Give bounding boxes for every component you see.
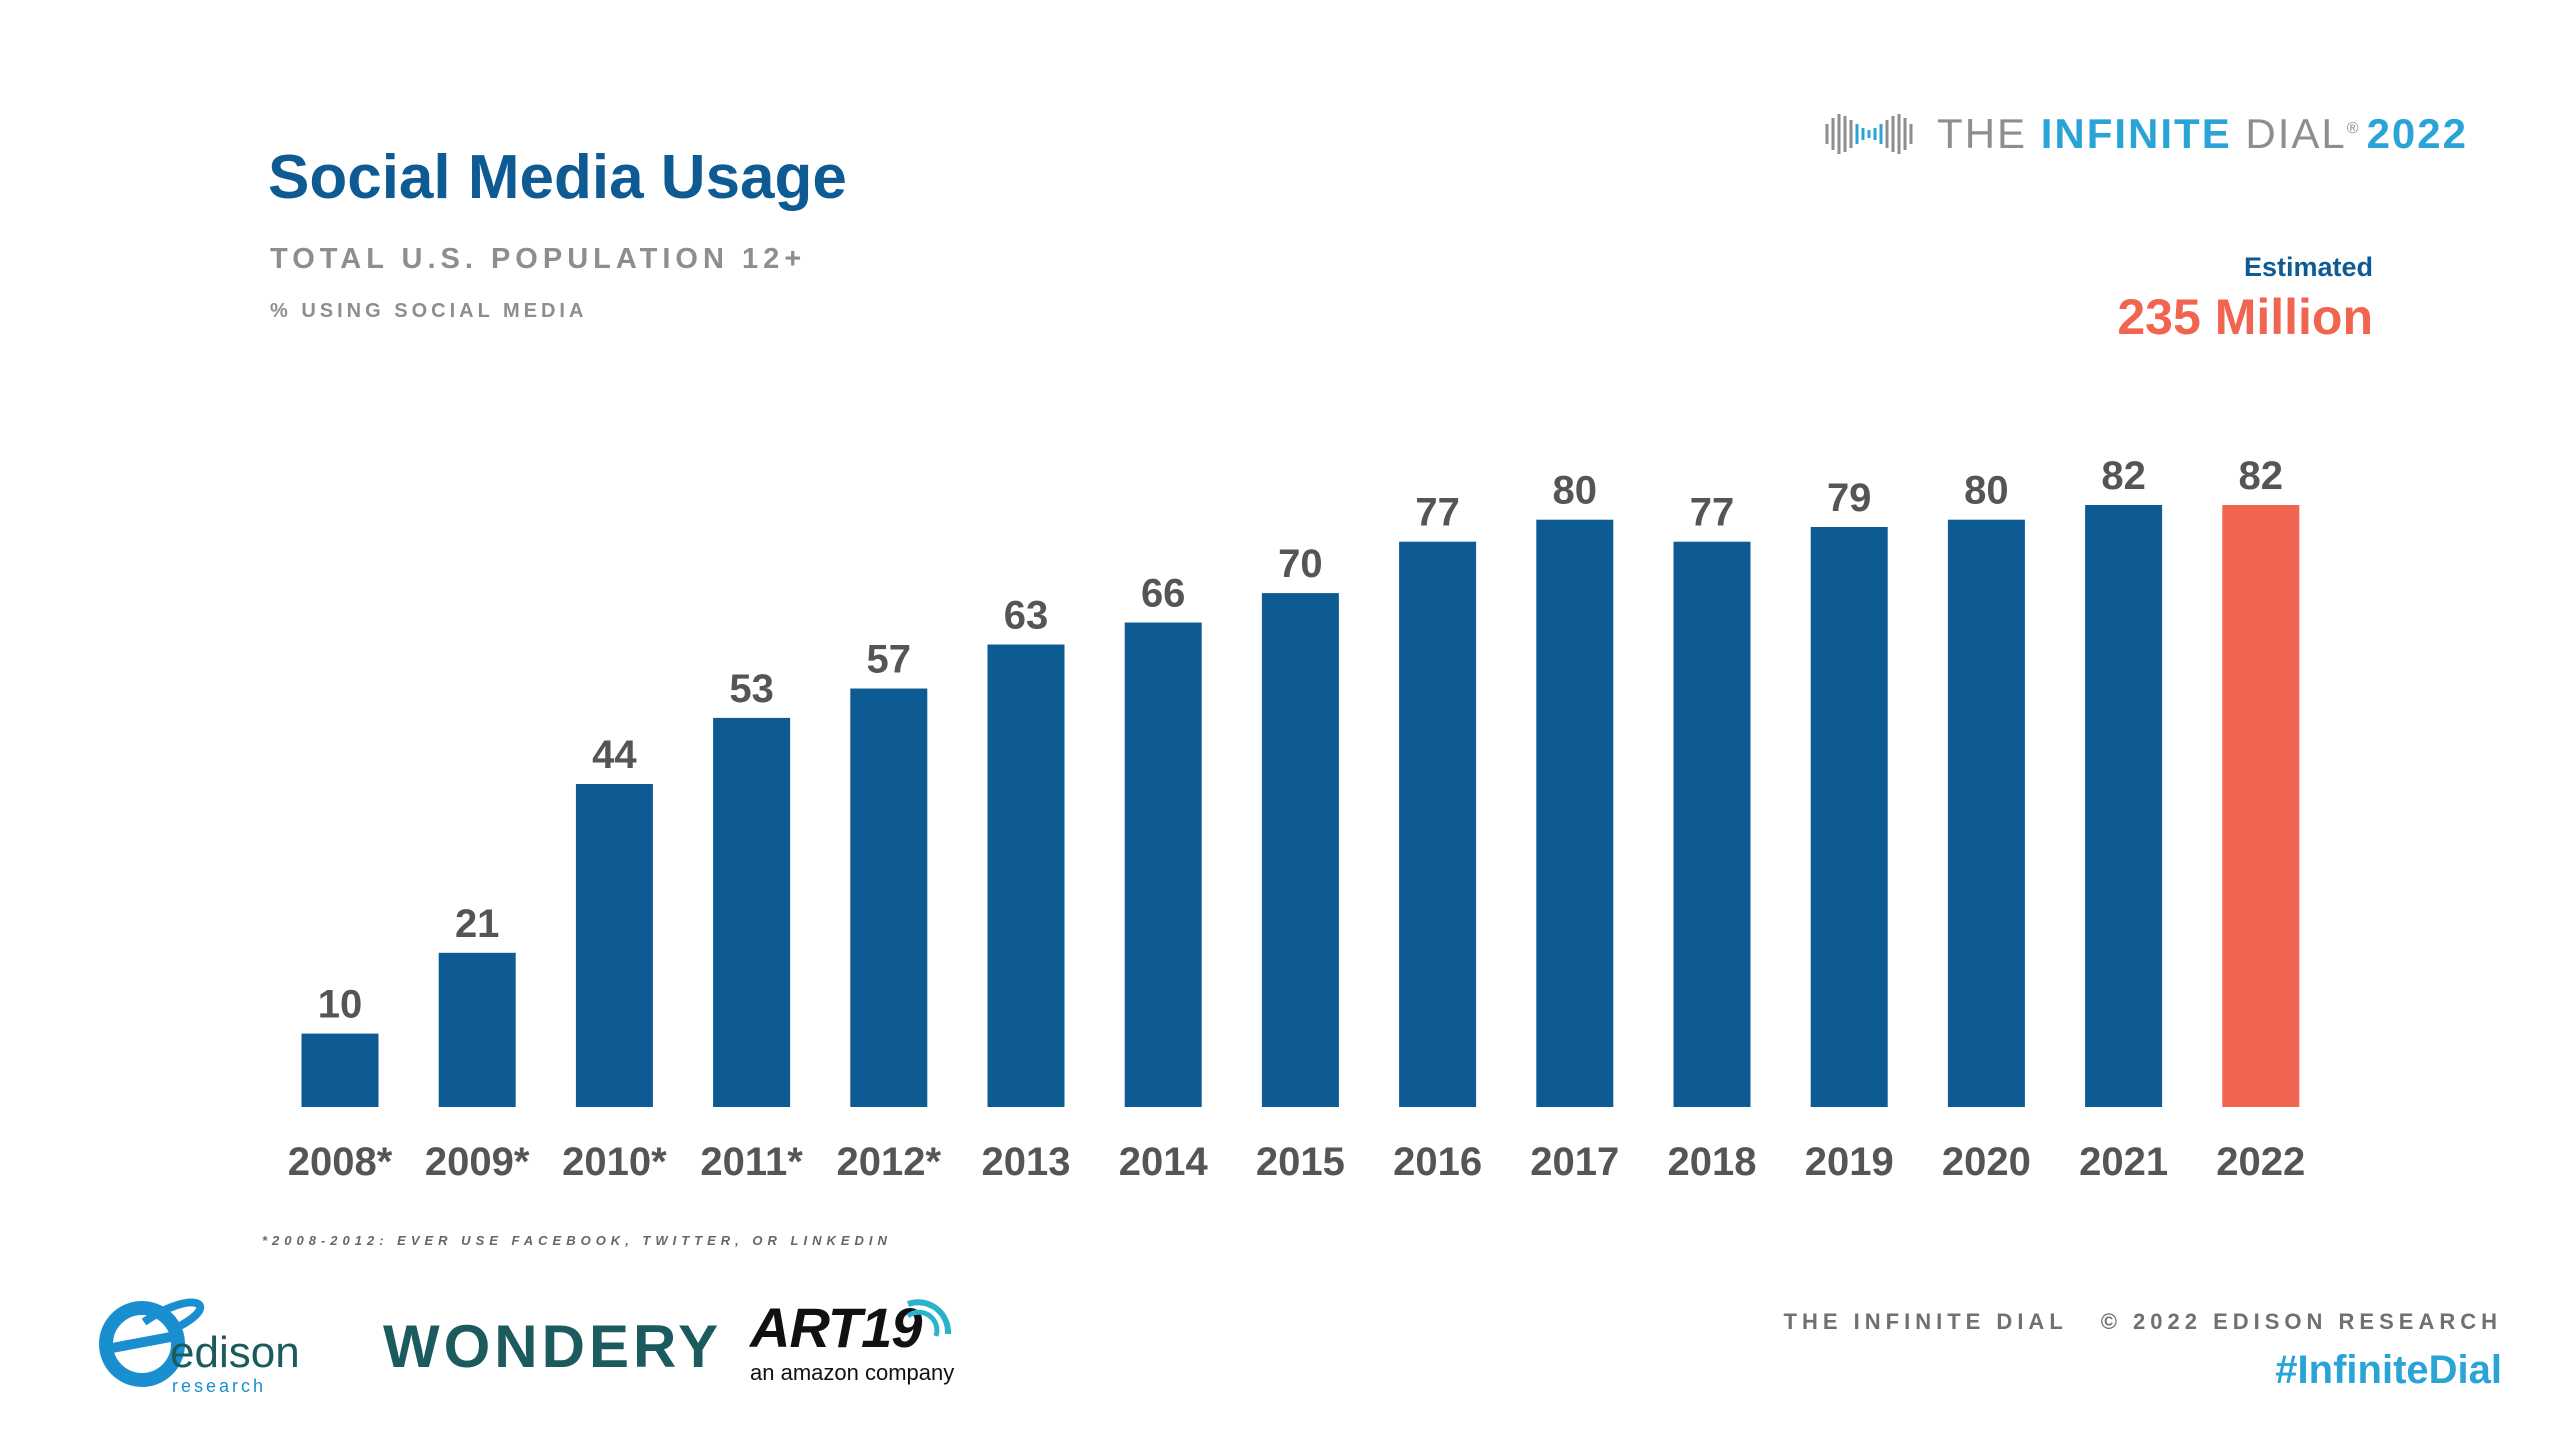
category-label: 2011* — [700, 1140, 803, 1184]
chart-title: Social Media Usage — [268, 143, 847, 212]
bar-2020 — [1947, 519, 2025, 1107]
brand-the: THE — [1937, 110, 2028, 157]
bar-2022 — [2222, 505, 2300, 1107]
estimate-value: 235 Million — [2117, 289, 2373, 345]
hashtag-link[interactable]: #InfiniteDial — [2275, 1348, 2502, 1392]
value-label: 79 — [1827, 476, 1872, 520]
bar-2021 — [2085, 505, 2163, 1107]
estimate-label: Estimated — [2243, 252, 2373, 282]
value-label: 57 — [867, 638, 912, 682]
category-label: 2021 — [2079, 1140, 2168, 1184]
art19-wordmark: ART19 — [750, 1296, 922, 1359]
signal-arc-icon — [906, 1299, 952, 1337]
chart-subtitle: TOTAL U.S. POPULATION 12+ — [270, 243, 807, 275]
bar-2012 — [850, 688, 928, 1107]
art19-logo: ART19 an amazon company — [750, 1296, 965, 1400]
category-label: 2014 — [1119, 1140, 1209, 1184]
edison-wordmark: edison — [170, 1328, 300, 1377]
infinity-loop-icon — [1825, 114, 1913, 154]
brand-year: 2022 — [2366, 110, 2468, 157]
category-label: 2017 — [1530, 1140, 1619, 1184]
value-label: 80 — [1964, 469, 2009, 513]
bar-2016 — [1399, 541, 1477, 1107]
wondery-logo: WONDERY — [383, 1313, 723, 1380]
edison-subtext: research — [172, 1376, 267, 1396]
category-label: 2019 — [1805, 1140, 1894, 1184]
bar-2011 — [713, 717, 791, 1107]
category-label: 2016 — [1393, 1140, 1482, 1184]
value-label: 53 — [729, 667, 774, 711]
brand-dial: DIAL — [2245, 110, 2347, 157]
value-label: 66 — [1141, 572, 1186, 616]
category-label: 2015 — [1256, 1140, 1345, 1184]
category-label: 2012* — [837, 1140, 942, 1184]
metric-label: % USING SOCIAL MEDIA — [270, 300, 588, 322]
bar-2018 — [1673, 541, 1751, 1107]
value-label: 77 — [1415, 491, 1460, 535]
registered-mark: ® — [2346, 120, 2361, 137]
category-label: 2022 — [2216, 1140, 2305, 1184]
category-label: 2008* — [288, 1140, 393, 1184]
value-label: 82 — [2239, 454, 2284, 498]
value-label: 21 — [455, 902, 500, 946]
value-label: 44 — [592, 733, 637, 777]
bar-2013 — [987, 644, 1065, 1107]
value-label: 10 — [318, 983, 363, 1027]
category-label: 2009* — [425, 1140, 530, 1184]
art19-subtext: an amazon company — [750, 1360, 955, 1385]
edison-research-logo: edison research — [84, 1282, 314, 1412]
category-label: 2018 — [1668, 1140, 1757, 1184]
value-label: 63 — [1004, 594, 1049, 638]
bar-2019 — [1810, 527, 1888, 1107]
bar-2010 — [575, 784, 653, 1107]
bar-2017 — [1536, 519, 1614, 1107]
infinite-dial-logo: THE INFINITE DIAL® 2022 — [1821, 106, 2468, 162]
edison-swirl-icon — [99, 1298, 205, 1387]
bar-2009 — [438, 952, 516, 1107]
category-label: 2013 — [982, 1140, 1071, 1184]
footnote: *2008-2012: EVER USE FACEBOOK, TWITTER, … — [262, 1233, 892, 1248]
bar-2008 — [301, 1033, 379, 1107]
bar-2014 — [1124, 622, 1202, 1107]
brand-infinite: INFINITE — [2040, 110, 2232, 157]
category-label: 2020 — [1942, 1140, 2031, 1184]
value-label: 77 — [1690, 491, 1735, 535]
bar-2015 — [1261, 593, 1339, 1107]
footer-credit: THE INFINITE DIAL © 2022 EDISON RESEARCH — [1783, 1309, 2502, 1334]
value-label: 80 — [1553, 469, 1598, 513]
category-label: 2010* — [562, 1140, 667, 1184]
value-label: 82 — [2101, 454, 2146, 498]
value-label: 70 — [1278, 542, 1323, 586]
